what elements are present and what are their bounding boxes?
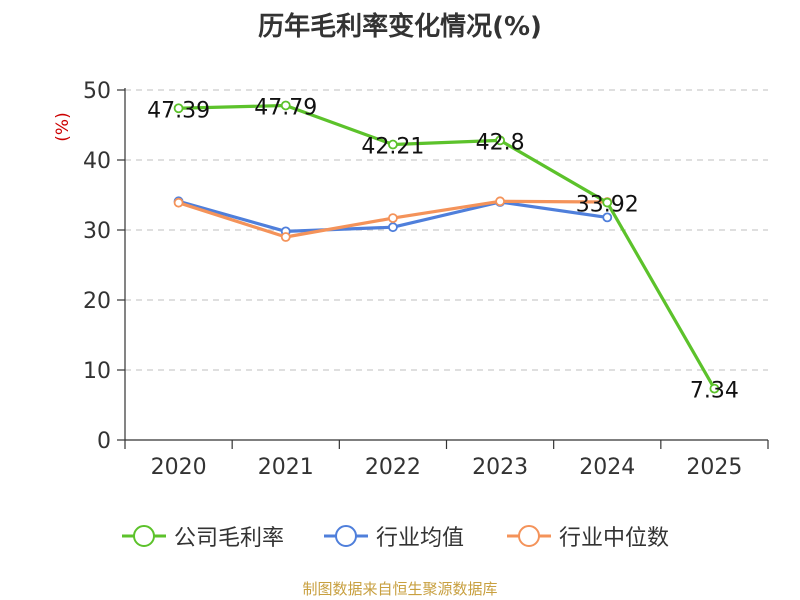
legend-marker [335,525,357,547]
y-tick-label: 50 [83,79,111,104]
source-note: 制图数据来自恒生聚源数据库 [302,580,498,598]
axes: 0 10 20 30 40 50 (%) 2020 2021 2022 2023 2024 2025 [53,79,769,480]
data-point [280,232,291,242]
y-tick-label: 20 [83,289,111,314]
y-tick-label: 0 [97,429,111,454]
y-axis-label: (%) [53,112,73,141]
data-point [495,135,505,146]
legend-swatch [324,525,368,547]
data-label: 42.8 [476,130,525,155]
legend: 公司毛利率 行业均值 行业中位数 [0,518,800,554]
series-line [178,103,716,390]
data-point [280,100,291,111]
data-point [173,103,184,114]
data-label: 33.92 [576,193,639,218]
x-tick-label: 2021 [258,455,314,480]
data-point [388,213,398,224]
x-tick-label: 2024 [579,455,635,480]
data-label: 47.79 [254,95,317,120]
y-tick-label: 40 [83,149,111,174]
x-tick-label: 2025 [686,455,742,480]
data-label: 42.21 [361,135,424,160]
y-tick-label: 10 [83,359,111,384]
data-point [388,139,398,150]
data-point [602,197,613,208]
legend-item[interactable]: 行业均值 [322,518,464,554]
y-tick-label: 30 [83,219,111,244]
chart-title: 历年毛利率变化情况(%) [258,12,542,42]
data-label: 7.34 [690,379,739,404]
data-point [173,197,184,208]
data-label: 47.39 [147,98,210,123]
x-tick-label: 2023 [472,455,528,480]
grid-lines [125,89,768,371]
legend-marker [518,525,540,547]
legend-swatch [507,525,551,547]
legend-label: 行业中位数 [559,526,670,551]
data-point [602,212,613,223]
legend-label: 公司毛利率 [174,526,285,551]
data-point [495,196,505,207]
legend-label: 行业均值 [376,526,465,551]
legend-item[interactable]: 公司毛利率 [120,518,284,554]
x-tick-label: 2022 [365,455,421,480]
data-labels: 47.39 47.79 42.21 42.8 33.92 7.34 [147,95,739,403]
data-point [709,383,720,394]
data-point [388,222,398,233]
series-lines [173,100,720,394]
x-tick-label: 2020 [151,455,207,480]
legend-marker [133,525,155,547]
legend-item[interactable]: 行业中位数 [505,518,669,554]
legend-swatch [122,525,166,547]
